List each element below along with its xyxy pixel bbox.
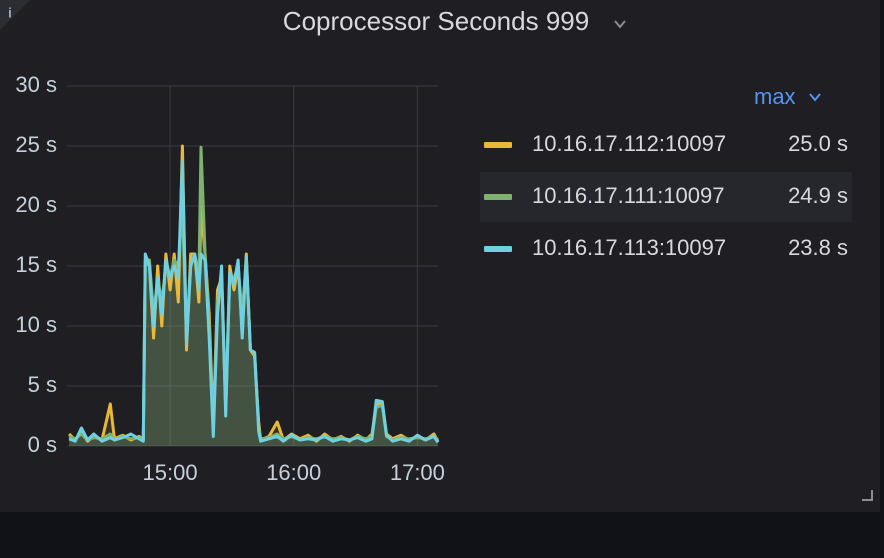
panel-title[interactable]: Coprocessor Seconds 999	[283, 6, 589, 36]
series-line	[68, 158, 440, 444]
legend-swatch	[484, 194, 512, 200]
legend-name: 10.16.17.111:10097	[532, 183, 724, 208]
legend-swatch	[484, 142, 512, 148]
series-area	[69, 147, 438, 446]
legend-max: 23.8 s	[788, 235, 848, 260]
legend-swatch	[484, 246, 512, 252]
y-tick-label: 25 s	[15, 132, 57, 157]
y-tick-label: 10 s	[15, 312, 57, 337]
legend-name: 10.16.17.112:10097	[532, 131, 726, 156]
legend-name: 10.16.17.113:10097	[532, 235, 726, 260]
x-tick-label: 15:00	[143, 460, 198, 485]
series-area	[69, 160, 438, 446]
resize-handle[interactable]	[862, 490, 873, 501]
info-corner[interactable]	[0, 0, 30, 30]
legend-sort-chevron[interactable]	[809, 93, 821, 102]
x-tick-label: 17:00	[390, 460, 445, 485]
info-icon[interactable]: i	[8, 5, 12, 21]
y-tick-label: 15 s	[15, 252, 57, 277]
y-tick-label: 5 s	[28, 372, 57, 397]
legend-row-highlight	[480, 172, 852, 222]
title-chevron[interactable]	[614, 20, 626, 29]
legend-max: 25.0 s	[788, 131, 848, 156]
plot-area: 0 s 5 s 10 s 15 s 20 s 25 s 30 s 15:00 16:00 17:0…	[15, 72, 848, 485]
y-tick-label: 20 s	[15, 192, 57, 217]
y-tick-label: 30 s	[15, 72, 57, 97]
series-area	[69, 146, 438, 446]
legend-sort-header[interactable]: max	[754, 84, 796, 109]
x-tick-label: 16:00	[266, 460, 321, 485]
legend-max: 24.9 s	[788, 183, 848, 208]
y-tick-label: 0 s	[28, 432, 57, 457]
